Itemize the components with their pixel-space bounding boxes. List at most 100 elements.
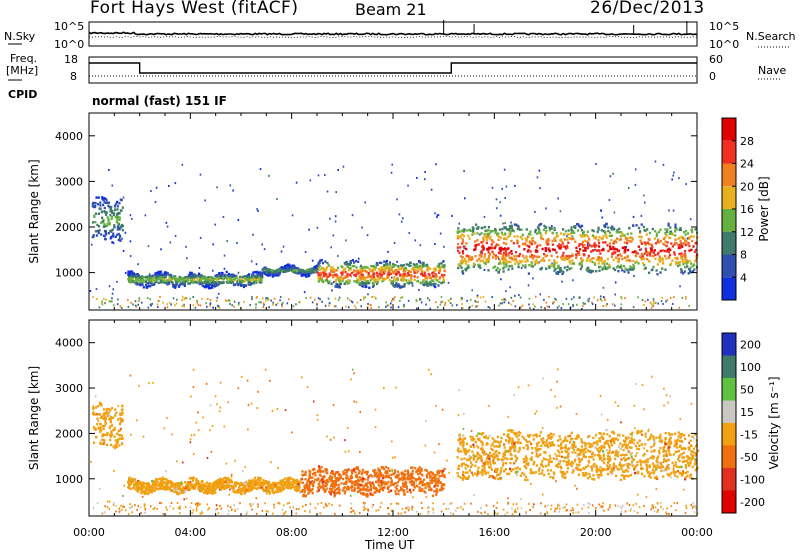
power-echo-cell	[372, 275, 376, 278]
power-echo-cell	[392, 262, 395, 266]
velocity-echo-cell	[271, 488, 274, 492]
power-scatter-cell	[495, 198, 498, 201]
velocity-ground-cell	[462, 508, 464, 511]
power-echo-cell	[548, 250, 551, 253]
velocity-ground-cell	[295, 512, 297, 515]
power-echo-cell	[694, 260, 697, 263]
velocity-echo-cell	[162, 486, 165, 489]
power-echo-cell	[488, 237, 491, 240]
power-echo-cell	[518, 227, 521, 231]
velocity-ground-cell	[364, 507, 366, 510]
power-ground-cell	[644, 300, 647, 303]
power-echo-cell	[373, 279, 376, 282]
power-echo-cell	[109, 207, 113, 210]
velocity-ground-cell	[487, 513, 489, 516]
velocity-scatter-cell	[525, 444, 527, 447]
power-scatter-cell	[118, 237, 121, 240]
velocity-echo-cell	[261, 487, 264, 491]
power-echo-cell	[560, 238, 563, 241]
velocity-echo-cell	[297, 483, 300, 486]
velocity-ground-cell	[654, 506, 657, 509]
power-echo-cell	[117, 215, 120, 219]
freq-right-top-tick: 60	[709, 53, 723, 66]
freq-left-top-tick: 18	[64, 53, 78, 66]
velocity-scatter-cell	[374, 408, 377, 411]
power-echo-cell	[601, 268, 604, 271]
velocity-echo-cell	[179, 483, 182, 487]
power-ground-cell	[183, 297, 186, 300]
power-scatter-cell	[475, 305, 477, 308]
power-echo-cell	[271, 275, 274, 278]
power-echo-cell	[376, 280, 380, 284]
power-echo-cell	[420, 272, 423, 276]
power-echo-cell	[640, 255, 643, 258]
velocity-echo-cell	[150, 490, 153, 494]
velocity-ground-cell	[635, 502, 637, 505]
power-ground-cell	[466, 299, 469, 302]
power-echo-cell	[381, 269, 384, 272]
power-echo-cell	[143, 276, 146, 279]
power-ground-cell	[262, 302, 265, 305]
power-echo-cell	[525, 239, 528, 242]
velocity-echo-cell	[222, 482, 225, 485]
velocity-scatter-cell	[391, 468, 393, 471]
power-echo-cell	[461, 238, 464, 241]
velocity-ground-cell	[101, 512, 104, 515]
power-echo-cell	[368, 267, 371, 271]
velocity-scatter-cell	[504, 513, 506, 516]
velocity-scatter-cell	[488, 404, 490, 407]
velocity-echo-cell	[219, 488, 222, 491]
power-echo-cell	[596, 258, 599, 261]
power-echo-cell	[113, 226, 116, 229]
power-ground-cell	[348, 298, 351, 301]
power-echo-cell	[602, 266, 605, 270]
velocity-scatter-cell	[201, 510, 203, 513]
power-ground-cell	[170, 303, 172, 306]
power-echo-cell	[610, 239, 613, 242]
power-echo-cell	[303, 271, 307, 275]
power-echo-cell	[566, 257, 569, 261]
velocity-echo-cell	[102, 442, 105, 445]
power-echo-cell	[621, 232, 624, 235]
power-echo-cell	[430, 283, 433, 287]
power-echo-cell	[251, 273, 254, 276]
velocity-echo-cell	[129, 487, 132, 490]
power-echo-cell	[373, 272, 376, 275]
power-echo-cell	[603, 232, 607, 235]
velocity-scatter-cell	[520, 498, 522, 501]
power-echo-cell	[499, 249, 502, 252]
power-echo-cell	[212, 281, 215, 284]
power-echo-cell	[319, 275, 322, 279]
velocity-echo-cell	[159, 481, 162, 485]
power-echo-cell	[661, 249, 664, 252]
power-scatter-cell	[199, 236, 202, 239]
power-echo-cell	[544, 232, 547, 235]
power-echo-cell	[510, 252, 513, 256]
velocity-ground-cell	[572, 509, 575, 512]
power-echo-cell	[388, 279, 391, 282]
velocity-echo-cell	[105, 410, 108, 413]
velocity-scatter-cell	[247, 404, 250, 407]
power-echo-cell	[432, 279, 435, 282]
power-echo-cell	[111, 228, 114, 231]
power-echo-cell	[499, 259, 502, 262]
power-echo-cell	[598, 236, 601, 239]
power-echo-cell	[658, 260, 662, 263]
power-ground-cell	[218, 306, 221, 309]
power-echo-cell	[653, 237, 656, 240]
velocity-scatter-cell	[396, 502, 398, 505]
power-echo-cell	[657, 230, 661, 234]
velocity-scatter-cell	[679, 418, 682, 421]
power-scatter-cell	[411, 284, 414, 287]
velocity-echo-cell	[249, 479, 252, 483]
power-echo-cell	[163, 279, 166, 282]
velocity-echo-cell	[262, 489, 265, 492]
velocity-ground-cell	[236, 508, 239, 511]
power-ground-cell	[671, 302, 674, 305]
power-scatter-cell	[317, 174, 320, 177]
power-echo-cell	[103, 206, 106, 210]
velocity-echo-cell	[152, 482, 155, 485]
power-ground-cell	[295, 303, 297, 306]
power-echo-cell	[442, 260, 445, 263]
